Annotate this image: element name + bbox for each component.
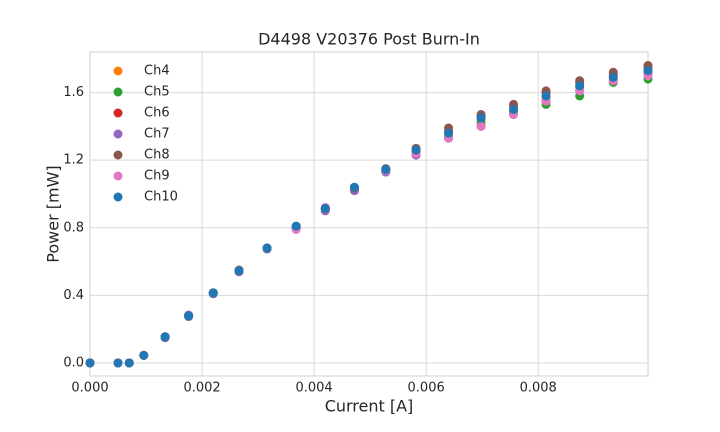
legend-label: Ch9: [144, 169, 170, 184]
data-point: [85, 358, 95, 368]
data-point: [411, 145, 421, 155]
legend-marker: [113, 129, 123, 139]
data-point: [208, 288, 218, 298]
legend-marker: [113, 192, 123, 202]
y-tick-label: 0.4: [63, 288, 84, 303]
data-point: [476, 113, 486, 123]
data-point: [291, 221, 301, 231]
data-point: [262, 243, 272, 253]
legend-label: Ch8: [144, 148, 170, 163]
data-point: [184, 311, 194, 321]
data-point: [575, 81, 585, 91]
chart-title: D4498 V20376 Post Burn-In: [258, 30, 480, 49]
data-point: [160, 332, 170, 342]
plot-frame: [89, 51, 649, 377]
x-tick-label: 0.000: [71, 381, 108, 396]
x-tick-label: 0.002: [183, 381, 220, 396]
y-tick-label: 1.2: [63, 153, 84, 168]
y-tick-label: 0.0: [63, 355, 84, 370]
x-tick-label: 0.006: [408, 381, 445, 396]
data-point: [124, 358, 134, 368]
data-point: [541, 91, 551, 101]
y-axis-label: Power [mW]: [44, 165, 63, 262]
legend-label: Ch4: [144, 64, 170, 79]
data-point: [444, 128, 454, 138]
data-point: [608, 72, 618, 82]
legend-label: Ch10: [144, 190, 178, 205]
legend-marker: [113, 171, 123, 181]
legend-marker: [113, 66, 123, 76]
x-tick-label: 0.004: [295, 381, 332, 396]
legend-marker: [113, 108, 123, 118]
x-tick-label: 0.008: [520, 381, 557, 396]
data-point: [113, 358, 123, 368]
y-tick-label: 1.6: [63, 85, 84, 100]
legend-marker: [113, 150, 123, 160]
legend-marker: [113, 87, 123, 97]
data-point: [476, 121, 486, 131]
data-point: [320, 203, 330, 213]
legend-label: Ch6: [144, 106, 170, 121]
legend-label: Ch7: [144, 127, 170, 142]
x-axis-label: Current [A]: [325, 397, 414, 416]
data-point: [234, 266, 244, 276]
legend-label: Ch5: [144, 85, 170, 100]
data-point: [139, 350, 149, 360]
data-point: [349, 182, 359, 192]
data-point: [381, 164, 391, 174]
data-point: [509, 104, 519, 114]
y-tick-label: 0.8: [63, 220, 84, 235]
data-point: [643, 66, 653, 76]
